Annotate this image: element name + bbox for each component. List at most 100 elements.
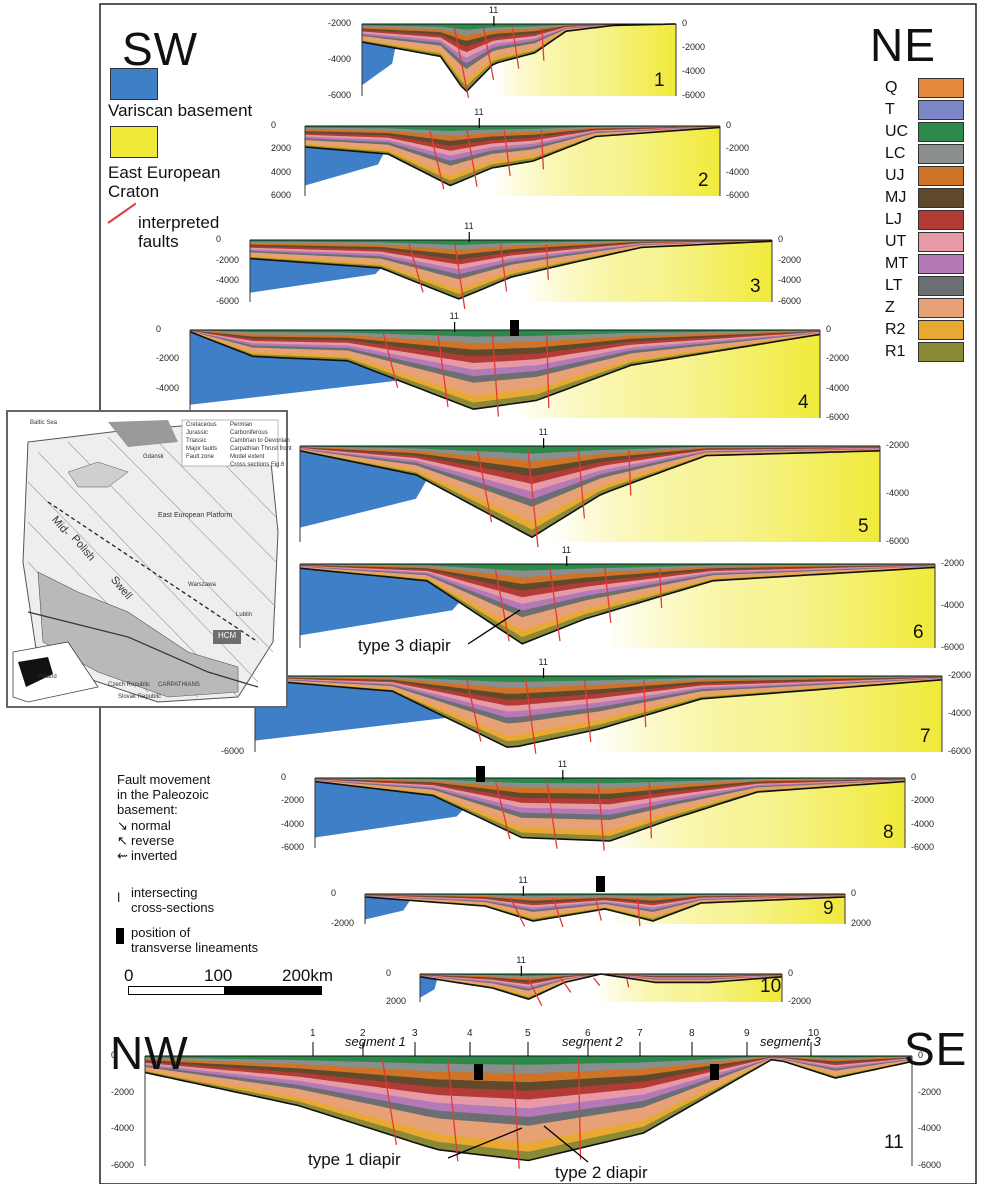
annotation-type2-diapir: type 2 diapir	[555, 1163, 648, 1182]
strat-swatch-t	[918, 100, 964, 120]
intersection-label: 11	[518, 875, 528, 885]
lineament-marker	[474, 1064, 483, 1080]
strat-label-r1: R1	[885, 343, 906, 360]
strat-swatch-r1	[918, 342, 964, 362]
scale-mid: 100	[204, 966, 233, 985]
depth-tick-left: 0	[386, 968, 392, 978]
fault-line	[648, 781, 653, 839]
fault-line	[658, 567, 663, 608]
depth-tick-left: -4000	[281, 818, 305, 829]
depth-tick-left: 2000	[271, 143, 292, 154]
depth-tick-right: -4000	[826, 382, 850, 393]
type1-arrow	[447, 1127, 523, 1159]
depth-tick-left: 0	[111, 1050, 117, 1060]
fault-line	[552, 897, 564, 928]
strat-label-q: Q	[885, 79, 898, 96]
strat-label-lt: LT	[885, 277, 903, 294]
depth-tick-left: 0	[331, 888, 337, 898]
fault-line	[447, 1059, 459, 1162]
strata-band-UC	[250, 240, 772, 245]
depth-tick-right: 0	[682, 18, 688, 28]
strata-band-LC	[250, 240, 772, 250]
depth-tick-right: -2000	[886, 440, 910, 450]
lineament-marker	[710, 1064, 719, 1080]
depth-tick-left: -6000	[328, 90, 352, 100]
fault-line	[628, 449, 632, 496]
depth-tick-right: 0	[826, 324, 832, 334]
strata-band-UC	[300, 564, 935, 571]
lineament-marker	[510, 320, 519, 336]
strata-band-UC	[365, 894, 845, 897]
depth-tick-right: -2000	[918, 1086, 942, 1097]
type2-arrow	[543, 1125, 589, 1163]
inset-legend-item: Carpathian Thrust front	[230, 446, 292, 452]
depth-tick-left: 4000	[271, 166, 292, 177]
fault-line	[482, 27, 495, 81]
depth-tick-right: -2000	[778, 254, 802, 265]
depth-tick-left: 0	[281, 772, 287, 782]
depth-tick-right: -2000	[941, 558, 965, 568]
depth-tick-left: 0	[216, 234, 222, 244]
section-number-9: 9	[823, 898, 834, 919]
intersection-label: 11	[557, 759, 568, 769]
inset-czech: Czech Republic	[108, 682, 151, 688]
fault-line	[637, 897, 641, 927]
depth-tick-left: -6000	[221, 746, 245, 756]
intersect-label-2: cross-sections	[131, 900, 215, 915]
strat-swatch-z	[918, 298, 964, 318]
depth-tick-left: -4000	[328, 54, 352, 64]
inset-legend-item: Cross sections Fig.6	[230, 462, 285, 468]
inset-legend-item: Fault zone	[186, 454, 215, 460]
cross-section-10	[419, 966, 783, 1007]
inset-baltic-sea: Baltic Sea	[30, 420, 58, 426]
faults-label-2: faults	[138, 232, 179, 251]
fault-line	[527, 449, 539, 548]
depth-tick-right: -6000	[886, 536, 910, 546]
depth-tick-right: -2000	[682, 42, 706, 52]
inset-hcm: HCM	[218, 631, 237, 640]
cross-section-4	[189, 322, 821, 418]
strat-swatch-mj	[918, 188, 964, 208]
basement-line	[361, 23, 677, 93]
strat-label-t: T	[885, 101, 895, 118]
strata-band-LC	[255, 676, 942, 688]
depth-tick-right: -4000	[911, 818, 935, 829]
variscan-swatch	[110, 68, 158, 100]
intersection-label: 11	[561, 545, 572, 555]
strata-band-LC	[362, 24, 676, 36]
inset-legend-item: Cretaceous	[186, 422, 217, 428]
cross-section-11	[144, 1055, 913, 1169]
cross-section-8	[314, 770, 906, 851]
depth-tick-right: 0	[788, 968, 794, 978]
strat-label-lc: LC	[885, 145, 906, 162]
variscan-label: Variscan basement	[108, 101, 253, 120]
fault-line	[643, 679, 647, 728]
fault-line	[494, 567, 510, 642]
fault-line	[527, 977, 543, 1007]
fault-line	[545, 243, 549, 280]
depth-tick-left: -6000	[111, 1160, 135, 1170]
scale-bar-black	[224, 986, 322, 995]
title-sw: SW	[122, 23, 199, 75]
inset-legend-item: Jurassic	[186, 430, 209, 436]
depth-tick-right: -4000	[682, 66, 706, 76]
depth-tick-right: 0	[851, 888, 857, 898]
strat-label-z: Z	[885, 299, 895, 316]
strata-band-LC	[300, 446, 880, 462]
inset-poland: Poland	[38, 674, 57, 680]
reverse-symbol: ↖	[117, 833, 128, 848]
fault-line	[454, 243, 466, 309]
depth-tick-right: -6000	[778, 296, 802, 306]
depth-tick-left: 0	[156, 324, 162, 334]
fault-line	[503, 129, 511, 176]
depth-tick-left: 2000	[386, 996, 407, 1006]
intersection-label: 11	[449, 311, 459, 321]
depth-tick-left: -4000	[156, 382, 180, 393]
section11-mark-10: 10	[808, 1028, 820, 1039]
strata-band-LC	[190, 330, 820, 344]
cross-section-1	[361, 16, 677, 99]
depth-tick-right: -6000	[682, 90, 706, 100]
segment-1-label: segment 1	[345, 1034, 406, 1049]
depth-tick-right: -2000	[826, 353, 850, 364]
